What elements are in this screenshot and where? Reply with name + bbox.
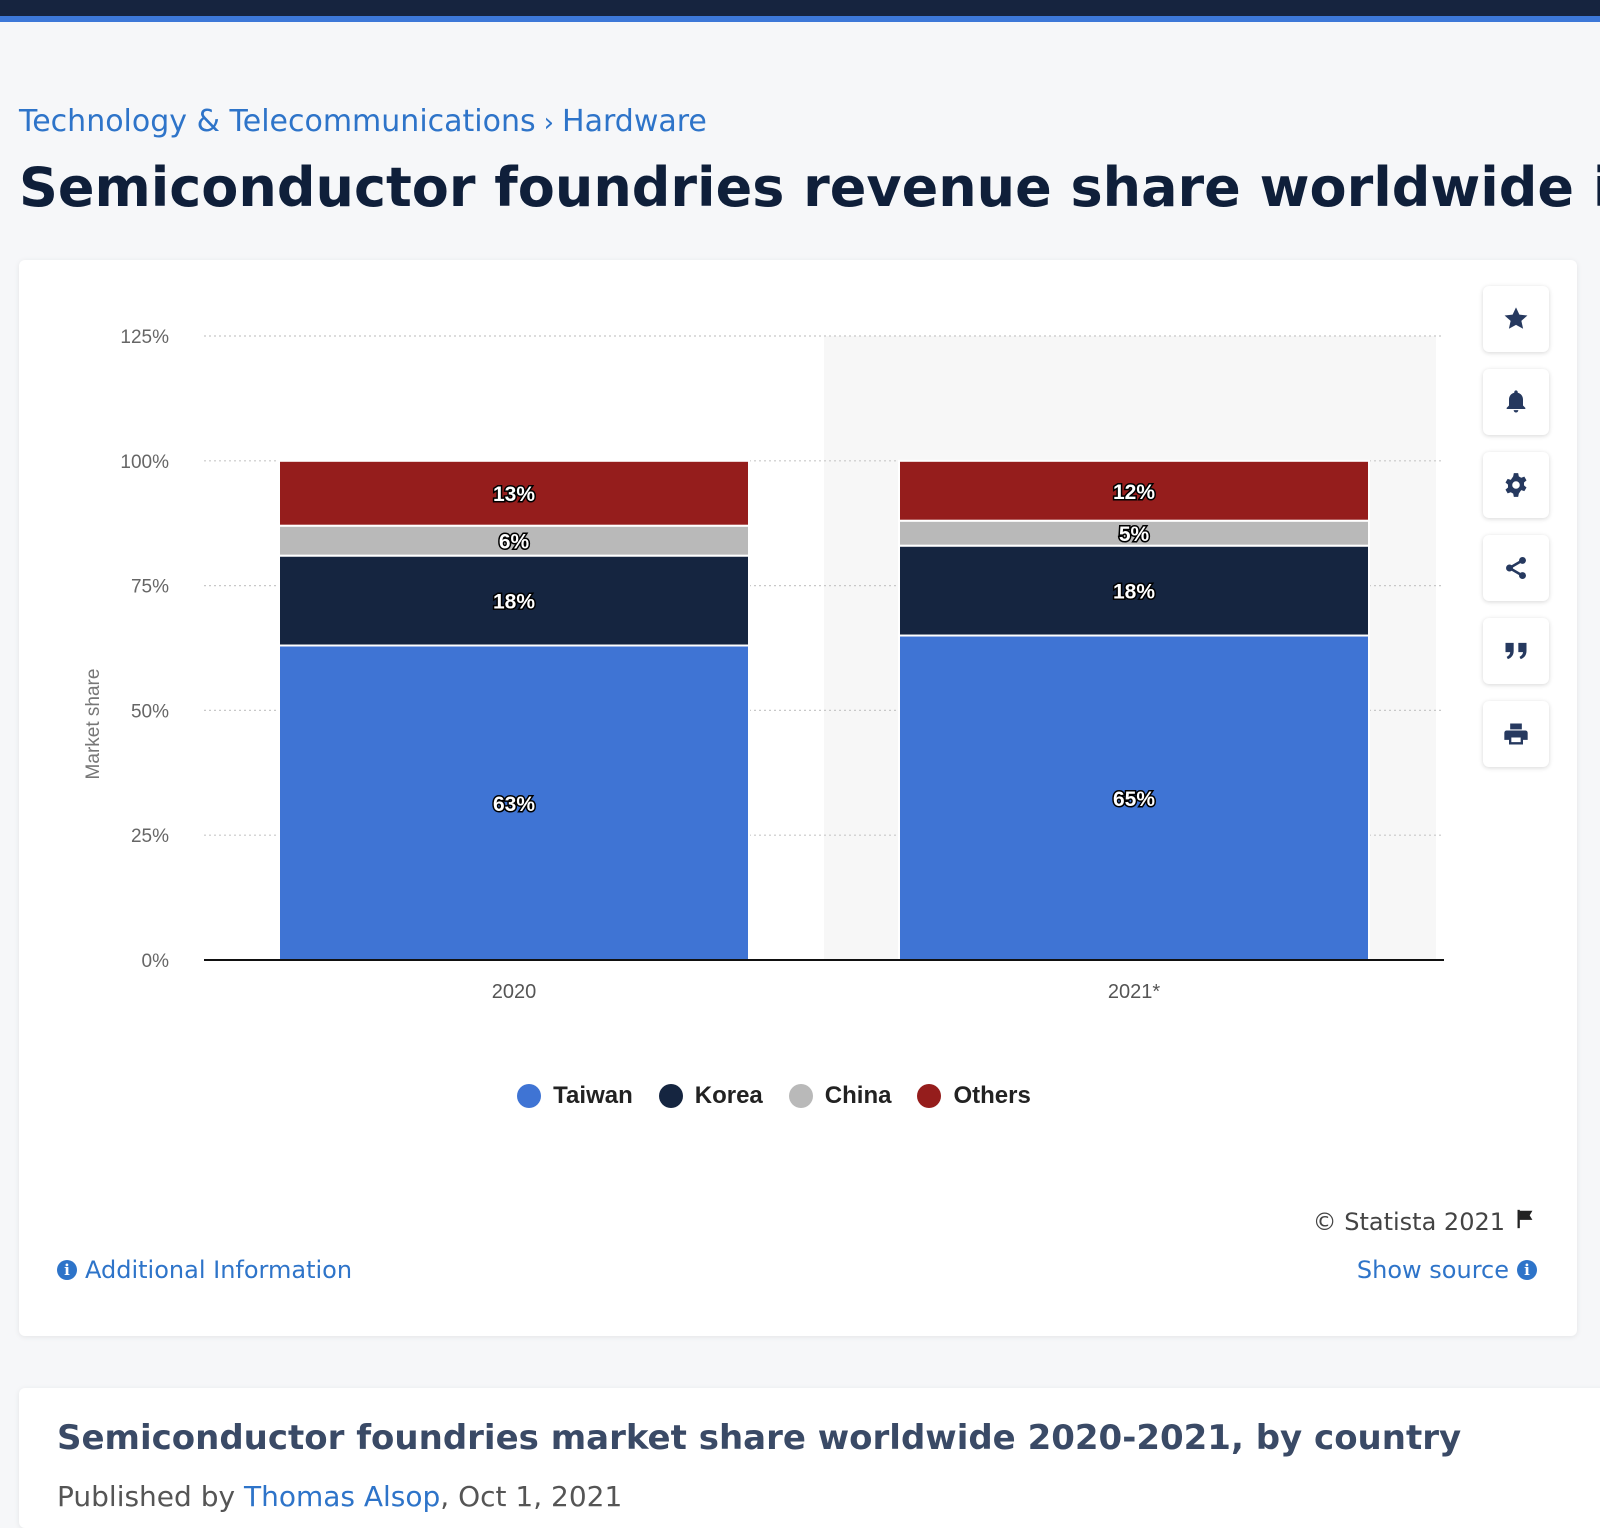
breadcrumb-link-subcategory[interactable]: Hardware	[562, 104, 707, 139]
share-button[interactable]	[1483, 535, 1549, 601]
y-tick-label: 75%	[131, 577, 169, 598]
author-link[interactable]: Thomas Alsop	[243, 1480, 441, 1513]
legend-label-korea: Korea	[694, 1082, 763, 1109]
data-label: 65%	[1113, 788, 1155, 811]
quote-icon	[1502, 637, 1530, 665]
gear-icon	[1503, 472, 1529, 498]
y-tick-label: 125%	[120, 327, 169, 348]
legend-item-china[interactable]: China	[788, 1082, 892, 1110]
chart-toolbar	[1483, 286, 1549, 784]
show-source-label: Show source	[1356, 1256, 1509, 1284]
favorite-button[interactable]	[1483, 286, 1549, 352]
bar-segment	[898, 634, 1370, 961]
info-icon: i	[1517, 1260, 1537, 1280]
statistic-byline: Published by Thomas Alsop, Oct 1, 2021	[57, 1480, 623, 1513]
bar-segment	[278, 524, 750, 557]
additional-information-label: Additional Information	[85, 1256, 353, 1284]
page-title: Semiconductor foundries revenue share wo…	[19, 156, 1600, 219]
print-button[interactable]	[1483, 701, 1549, 767]
share-icon	[1503, 555, 1529, 581]
legend-swatch-china	[788, 1084, 813, 1108]
data-label: 6%	[499, 531, 530, 554]
data-label: 18%	[493, 591, 535, 614]
legend-item-korea[interactable]: Korea	[658, 1082, 763, 1110]
show-source-link[interactable]: Show source i	[1357, 1256, 1537, 1284]
star-icon	[1502, 305, 1530, 333]
statistic-details-card: Semiconductor foundries market share wor…	[19, 1388, 1600, 1528]
x-tick-label: 2021*	[1108, 981, 1160, 1003]
breadcrumb: Technology & Telecommunications › Hardware	[19, 104, 707, 139]
chart-card: 0% 25% 50% 75% 100% 125% Market share 63% 18% 6% 1…	[19, 260, 1577, 1336]
additional-information-link[interactable]: i Additional Information	[57, 1256, 352, 1284]
data-label: 12%	[1113, 481, 1155, 504]
bar-segment	[898, 544, 1370, 637]
x-tick-label: 2020	[492, 981, 537, 1003]
legend-swatch-others	[917, 1084, 942, 1108]
copyright-text: © Statista 2021	[1312, 1208, 1505, 1236]
bar-segment	[278, 644, 750, 961]
bell-icon	[1502, 388, 1530, 416]
data-label: 63%	[493, 793, 535, 816]
legend-swatch-taiwan	[517, 1084, 542, 1108]
top-nav-accent	[0, 16, 1600, 22]
y-tick-label: 25%	[131, 826, 169, 847]
y-tick-label: 0%	[142, 951, 170, 972]
data-label: 18%	[1113, 581, 1155, 604]
statistic-title: Semiconductor foundries market share wor…	[57, 1418, 1462, 1458]
info-icon: i	[57, 1260, 77, 1280]
bar-segment	[278, 554, 750, 647]
legend-item-taiwan[interactable]: Taiwan	[517, 1082, 633, 1110]
settings-button[interactable]	[1483, 452, 1549, 518]
breadcrumb-link-category[interactable]: Technology & Telecommunications	[19, 104, 536, 139]
top-nav-bar	[0, 0, 1600, 16]
y-axis-title: Market share	[83, 669, 104, 780]
notification-button[interactable]	[1483, 369, 1549, 435]
legend-item-others[interactable]: Others	[917, 1082, 1031, 1110]
bar-segment	[898, 519, 1370, 547]
chart-legend: Taiwan Korea China Others	[19, 1082, 1529, 1110]
print-icon	[1502, 720, 1530, 748]
legend-label-others: Others	[953, 1082, 1031, 1109]
data-label: 5%	[1119, 523, 1150, 546]
y-tick-label: 50%	[131, 701, 169, 722]
publish-date: Oct 1, 2021	[458, 1480, 623, 1513]
chart: 0% 25% 50% 75% 100% 125% Market share 63% 18% 6% 1…	[83, 327, 1444, 1003]
legend-label-china: China	[824, 1082, 892, 1109]
copyright-notice: © Statista 2021	[1313, 1208, 1537, 1236]
breadcrumb-separator: ›	[543, 108, 555, 138]
data-label: 13%	[493, 483, 535, 506]
flag-icon[interactable]	[1515, 1208, 1537, 1236]
legend-swatch-korea	[658, 1084, 683, 1108]
bar-segment	[898, 459, 1370, 522]
cite-button[interactable]	[1483, 618, 1549, 684]
legend-label-taiwan: Taiwan	[553, 1082, 633, 1109]
y-tick-label: 100%	[120, 452, 169, 473]
byline-prefix: Published by	[57, 1480, 236, 1513]
bar-segment	[278, 459, 750, 527]
